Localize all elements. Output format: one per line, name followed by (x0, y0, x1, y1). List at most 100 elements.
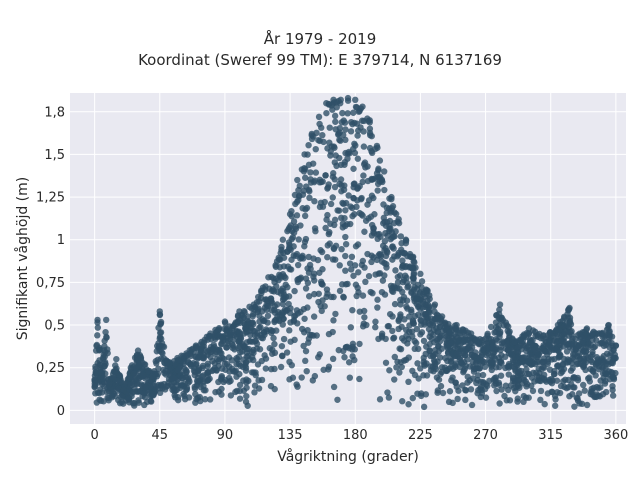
data-point (294, 320, 301, 327)
data-point (312, 145, 319, 153)
data-point (551, 370, 558, 378)
data-point (421, 321, 428, 328)
data-point (402, 326, 410, 334)
data-point (294, 176, 301, 184)
x-tick-label: 225 (408, 428, 433, 443)
data-point (354, 155, 362, 162)
data-point (94, 324, 102, 331)
data-point (329, 355, 337, 363)
data-point (436, 323, 444, 331)
data-point (331, 176, 338, 183)
data-point (586, 374, 593, 381)
data-point (583, 401, 591, 409)
data-point (356, 375, 363, 383)
data-point (417, 331, 424, 338)
data-point (464, 373, 471, 380)
data-point (225, 363, 233, 370)
data-point (563, 319, 571, 327)
data-point (197, 397, 204, 405)
data-point (298, 374, 305, 381)
data-point (495, 322, 503, 329)
data-point (105, 381, 113, 388)
data-point (253, 345, 261, 352)
data-point (141, 401, 148, 409)
data-point (308, 331, 315, 339)
data-point (504, 386, 512, 394)
data-point (295, 236, 302, 243)
data-point (212, 326, 219, 334)
data-point (403, 297, 411, 304)
data-point (390, 335, 397, 342)
data-point (330, 293, 337, 301)
data-point (258, 357, 265, 365)
data-point (520, 398, 527, 406)
data-point (347, 203, 354, 210)
data-point (480, 378, 487, 386)
data-point (433, 374, 441, 381)
data-point (391, 376, 398, 383)
data-point (332, 118, 339, 125)
data-point (358, 117, 366, 124)
data-point (130, 370, 138, 377)
data-point (301, 315, 308, 322)
data-point (466, 363, 474, 370)
data-point (201, 396, 209, 403)
data-point (529, 387, 537, 395)
data-point (160, 366, 167, 374)
data-point (380, 168, 388, 175)
data-point (353, 120, 361, 127)
data-point (311, 277, 318, 284)
data-point (542, 348, 549, 355)
data-point (304, 326, 311, 334)
data-point (470, 375, 477, 382)
data-point (236, 319, 244, 327)
data-point (534, 333, 542, 340)
data-point (269, 327, 276, 335)
data-point (326, 124, 333, 131)
data-point (104, 349, 111, 357)
data-point (317, 247, 324, 254)
data-point (353, 203, 360, 211)
data-point (282, 281, 289, 288)
data-point (221, 318, 229, 325)
data-point (340, 293, 347, 300)
data-point (493, 387, 500, 395)
data-point (311, 372, 319, 380)
data-point (590, 344, 597, 351)
data-point (589, 367, 596, 374)
data-point (330, 383, 338, 391)
data-point (561, 329, 569, 336)
data-point (329, 256, 337, 263)
data-point (406, 264, 413, 271)
data-point (420, 372, 427, 379)
data-point (541, 364, 548, 371)
data-point (602, 388, 610, 396)
data-point (94, 332, 101, 339)
data-point (331, 183, 339, 191)
data-point (359, 292, 367, 299)
data-point (394, 273, 402, 281)
data-point (394, 279, 402, 286)
data-point (293, 307, 301, 314)
data-point (307, 169, 314, 176)
data-point (141, 393, 149, 401)
data-point (268, 299, 276, 306)
data-point (423, 315, 430, 323)
data-point (337, 176, 345, 183)
data-point (478, 352, 486, 359)
data-point (550, 346, 558, 353)
data-point (362, 164, 369, 171)
data-point (369, 289, 376, 297)
data-point (577, 360, 584, 368)
data-point (462, 396, 469, 404)
data-point (606, 352, 613, 359)
data-point (129, 400, 137, 407)
data-point (423, 360, 430, 367)
data-point (289, 374, 297, 381)
data-point (609, 369, 616, 377)
data-point (346, 260, 354, 267)
data-point (394, 253, 401, 260)
y-tick-label: 0 (57, 404, 65, 419)
data-point (244, 402, 251, 409)
